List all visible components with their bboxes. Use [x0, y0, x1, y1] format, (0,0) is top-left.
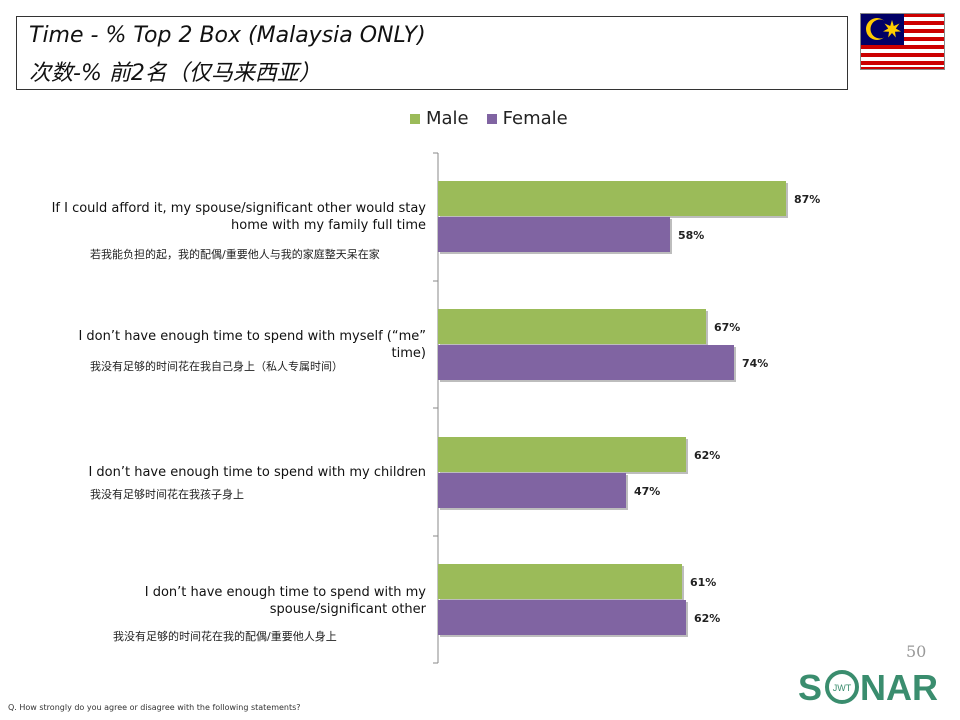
legend-swatch-female	[486, 113, 497, 124]
data-label-female-4: 62%	[694, 612, 720, 625]
data-label-female-2: 74%	[742, 357, 768, 370]
category-label-1: If I could afford it, my spouse/signific…	[51, 201, 426, 233]
page-number: 50	[906, 642, 927, 661]
page-title: Time - % Top 2 Box (Malaysia ONLY)	[29, 23, 426, 48]
bar-male-2	[438, 309, 706, 344]
bar-male-3	[438, 437, 686, 472]
category-label-4: I don’t have enough time to spend with m…	[144, 585, 426, 617]
category-label-2-chinese: 我没有足够的时间花在我自己身上（私人专属时间）	[90, 360, 343, 373]
category-label-3: I don’t have enough time to spend with m…	[88, 465, 426, 480]
sonar-logo: S JWT NAR	[798, 667, 938, 708]
data-label-female-3: 47%	[634, 485, 660, 498]
bar-female-3	[438, 473, 626, 508]
bar-female-2	[438, 345, 734, 380]
legend-item-male: Male	[410, 108, 469, 129]
title-box: Time - % Top 2 Box (Malaysia ONLY) 次数-% …	[16, 16, 848, 90]
legend-swatch-male	[410, 113, 420, 124]
malaysia-flag-icon	[860, 13, 945, 70]
data-label-male-1: 87%	[794, 193, 820, 206]
data-label-female-1: 58%	[678, 229, 704, 242]
bar-male-1	[438, 181, 786, 216]
logo-nar: NAR	[860, 667, 938, 708]
legend-item-female: Female	[486, 108, 568, 129]
category-label-2: I don’t have enough time to spend with m…	[78, 329, 426, 361]
category-label-4-chinese: 我没有足够的时间花在我的配偶/重要他人身上	[113, 630, 337, 643]
chart-legend: Male Female	[410, 108, 568, 129]
bar-female-1	[438, 217, 670, 252]
data-label-male-2: 67%	[714, 321, 740, 334]
question-footnote: Q. How strongly do you agree or disagree…	[8, 703, 301, 712]
bar-male-4	[438, 564, 682, 599]
category-label-1-chinese: 若我能负担的起，我的配偶/重要他人与我的家庭整天呆在家	[90, 248, 380, 261]
data-label-male-3: 62%	[694, 449, 720, 462]
bar-female-4	[438, 600, 686, 635]
legend-label-male: Male	[426, 108, 469, 129]
page-title-chinese: 次数-% 前2名（仅马来西亚）	[29, 61, 321, 86]
legend-label-female: Female	[502, 108, 568, 129]
logo-jwt: JWT	[833, 683, 852, 693]
logo-o-ring	[825, 670, 859, 704]
category-label-3-chinese: 我没有足够时间花在我孩子身上	[90, 488, 244, 501]
logo-s: S	[798, 667, 822, 708]
data-label-male-4: 61%	[690, 576, 716, 589]
